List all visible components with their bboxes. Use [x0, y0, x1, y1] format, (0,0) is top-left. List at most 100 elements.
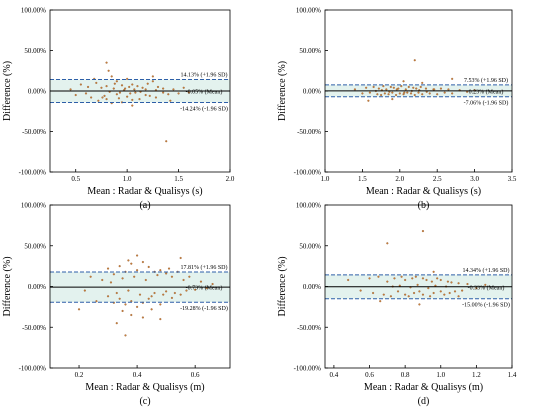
data-point — [353, 88, 356, 91]
data-point — [147, 265, 150, 268]
data-point — [131, 104, 134, 107]
data-point — [144, 278, 147, 282]
data-point — [432, 270, 435, 273]
data-point — [424, 87, 428, 90]
upper-loa-label: 14.13% (+1.96 SD) — [180, 72, 227, 79]
data-point — [124, 303, 127, 306]
data-point — [177, 92, 180, 95]
panel-d: -100.00% -50.00% 0.00% 50.00% 100.00% 0.4 0.6 0… — [277, 202, 517, 408]
data-point — [151, 80, 154, 83]
x-tick-label: 0.8 — [401, 371, 410, 379]
data-point — [124, 87, 127, 90]
data-point — [436, 93, 439, 96]
data-point — [169, 99, 172, 102]
data-point — [372, 291, 375, 295]
data-point — [396, 290, 400, 293]
data-point — [107, 267, 110, 270]
data-point — [136, 269, 139, 272]
x-tick-label: 1.0 — [321, 175, 330, 183]
data-point — [159, 303, 162, 306]
data-point — [368, 277, 371, 280]
data-point — [389, 295, 392, 298]
y-tick-label: 50.00% — [24, 47, 46, 55]
x-axis-label: Mean : Radar & Qualisys (s) — [87, 186, 202, 197]
data-point — [407, 295, 410, 298]
data-point — [130, 262, 133, 265]
data-point — [179, 256, 182, 260]
data-point — [182, 86, 185, 89]
upper-loa-label: 17.81% (+1.96 SD) — [180, 264, 227, 271]
data-point — [115, 80, 118, 83]
data-point — [130, 313, 133, 317]
x-tick-label: 3.0 — [470, 175, 479, 183]
data-point — [382, 85, 385, 88]
x-tick-label: 3.5 — [508, 175, 517, 183]
data-point — [400, 85, 403, 88]
data-point — [150, 308, 153, 311]
y-tick-label: 100.00% — [296, 7, 321, 15]
data-point — [133, 88, 136, 91]
y-tick-label: -100.00% — [19, 169, 47, 177]
data-point — [372, 85, 375, 88]
upper-loa-label: 7.53% (+1.96 SD) — [464, 77, 508, 84]
data-point — [128, 85, 131, 88]
y-tick-label: 50.00% — [24, 242, 46, 250]
lower-loa-label: -14.24% (-1.96 SD) — [180, 106, 228, 113]
x-tick-label: 2.0 — [395, 175, 404, 183]
data-point — [154, 96, 157, 99]
data-point — [387, 93, 390, 96]
data-point — [382, 293, 385, 296]
y-tick-label: -100.00% — [294, 365, 322, 373]
x-axis-label: Mean : Radar & Qualisys (s) — [366, 186, 481, 197]
y-tick-label: -100.00% — [294, 169, 322, 177]
data-point — [112, 87, 115, 90]
data-point — [162, 87, 165, 90]
data-point — [395, 94, 398, 97]
data-point — [415, 87, 418, 90]
data-point — [377, 275, 380, 278]
data-point — [389, 85, 392, 88]
data-point — [451, 77, 454, 80]
y-axis-label: Difference (%) — [277, 256, 288, 316]
data-point — [430, 280, 433, 283]
data-point — [136, 254, 139, 257]
mean-label: -0.73% (Mean) — [186, 285, 223, 292]
panel-label: (b) — [418, 200, 430, 211]
y-tick-label: -50.00% — [297, 128, 321, 136]
data-point — [179, 293, 182, 296]
data-point — [188, 275, 191, 278]
x-tick-label: 0.4 — [330, 371, 339, 379]
data-point — [131, 98, 134, 101]
x-axis-label: Mean : Radar & Qualisys (m) — [364, 382, 483, 393]
data-point — [103, 94, 106, 97]
data-point — [97, 99, 100, 102]
data-point — [127, 259, 130, 262]
data-point — [428, 92, 431, 95]
data-point — [182, 278, 185, 282]
data-point — [421, 293, 425, 296]
data-point — [165, 290, 168, 293]
data-point — [105, 61, 108, 64]
data-point — [151, 75, 154, 78]
data-point — [84, 92, 88, 95]
data-point — [172, 88, 175, 91]
data-point — [100, 86, 103, 89]
data-point — [433, 88, 436, 91]
data-point — [418, 290, 421, 293]
data-point — [74, 94, 77, 97]
data-point — [113, 82, 116, 85]
data-point — [146, 82, 149, 85]
x-tick-label: 0.2 — [75, 371, 84, 379]
mean-label: -0.33% (Mean) — [468, 284, 505, 291]
x-tick-label: 1.5 — [358, 175, 367, 183]
data-point — [413, 94, 416, 97]
data-point — [402, 80, 405, 83]
data-point — [144, 94, 147, 97]
panel-a: -100.00% -50.00% 0.00% 50.00% 100.00% 0.5 1.0 1… — [2, 7, 235, 212]
data-point — [126, 77, 129, 80]
data-point — [170, 275, 173, 278]
data-point — [118, 265, 121, 268]
y-tick-label: 100.00% — [296, 202, 321, 210]
data-point — [443, 91, 446, 94]
